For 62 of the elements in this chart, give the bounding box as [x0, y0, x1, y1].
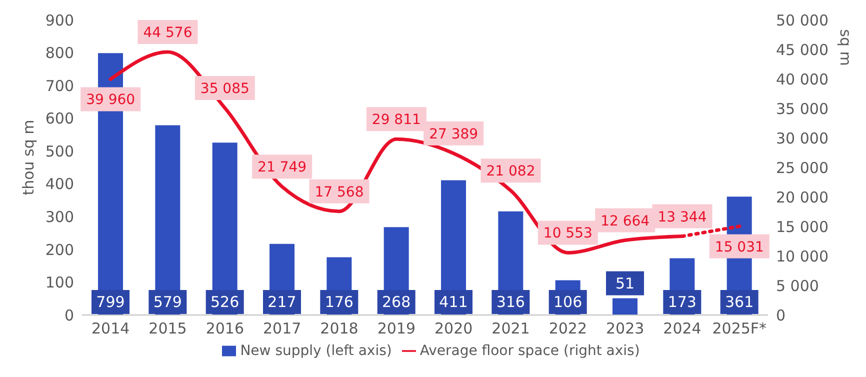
y-tick-label: 0: [64, 306, 74, 324]
x-tick-label: 2020: [434, 320, 473, 338]
y2-axis-title: sq m: [836, 29, 855, 66]
x-tick-label: 2016: [206, 320, 244, 338]
data-label: 799: [96, 293, 125, 311]
data-label: 12 664: [600, 213, 650, 230]
y-tick-label: 900: [45, 11, 74, 30]
data-label: 106: [554, 293, 582, 311]
y2-tick-label: 30 000: [776, 129, 828, 148]
data-label: 39 960: [86, 92, 136, 108]
y-tick-label: 100: [45, 274, 74, 292]
data-label: 51: [615, 274, 635, 292]
y2-tick-label: 35 000: [776, 100, 828, 118]
x-tick-label: 2021: [492, 320, 530, 338]
y-axis-title: thou sq m: [19, 120, 38, 196]
y-tick-label: 500: [45, 142, 74, 160]
data-label: 44 576: [143, 25, 192, 41]
x-tick-label: 2017: [262, 320, 302, 338]
y-tick-label: 300: [45, 208, 74, 226]
bar: [612, 298, 638, 315]
y2-tick-label: 10 000: [776, 247, 828, 266]
x-tick-label: 2018: [320, 320, 358, 338]
data-label: 176: [324, 293, 354, 311]
data-label: 361: [725, 293, 754, 311]
y2-tick-label: 0: [776, 306, 786, 324]
y2-tick-label: 20 000: [776, 188, 828, 206]
data-label: 579: [153, 293, 182, 311]
y-tick-label: 400: [45, 175, 74, 194]
data-label: 27 389: [429, 126, 478, 142]
y-tick-label: 700: [45, 76, 74, 95]
data-label: 10 553: [543, 226, 592, 242]
y-tick-label: 200: [45, 240, 74, 259]
data-label: 217: [268, 293, 296, 311]
data-label: 29 811: [372, 112, 421, 128]
x-tick-label: 2015: [148, 320, 187, 338]
y2-tick-label: 25 000: [776, 158, 828, 177]
y2-tick-label: 50 000: [776, 11, 828, 30]
x-tick-label: 2025F*: [712, 320, 768, 338]
data-label: 21 082: [486, 164, 536, 180]
y2-tick-label: 15 000: [776, 218, 828, 236]
data-label: 526: [210, 293, 240, 311]
data-label: 316: [496, 293, 525, 311]
x-tick-label: 2023: [606, 320, 644, 338]
data-label: 21 749: [258, 160, 307, 176]
legend-label: Average floor space (right axis): [420, 343, 640, 359]
y-tick-label: 800: [45, 44, 74, 62]
x-tick-label: 2019: [377, 320, 416, 338]
y2-tick-label: 45 000: [776, 40, 828, 59]
data-label: 268: [382, 293, 411, 311]
x-tick-label: 2022: [548, 320, 588, 338]
x-tick-label: 2014: [91, 320, 130, 338]
data-label: 17 568: [314, 184, 364, 200]
data-label: 35 085: [200, 81, 250, 97]
data-label: 173: [668, 293, 696, 311]
data-label: 15 031: [714, 239, 764, 256]
data-label: 411: [439, 293, 468, 311]
data-label: 13 344: [658, 209, 707, 226]
y-tick-label: 600: [45, 110, 74, 128]
y2-tick-label: 40 000: [776, 70, 828, 88]
legend-label: New supply (left axis): [240, 343, 392, 359]
y2-tick-label: 5 000: [776, 276, 819, 295]
x-tick-label: 2024: [663, 320, 702, 338]
